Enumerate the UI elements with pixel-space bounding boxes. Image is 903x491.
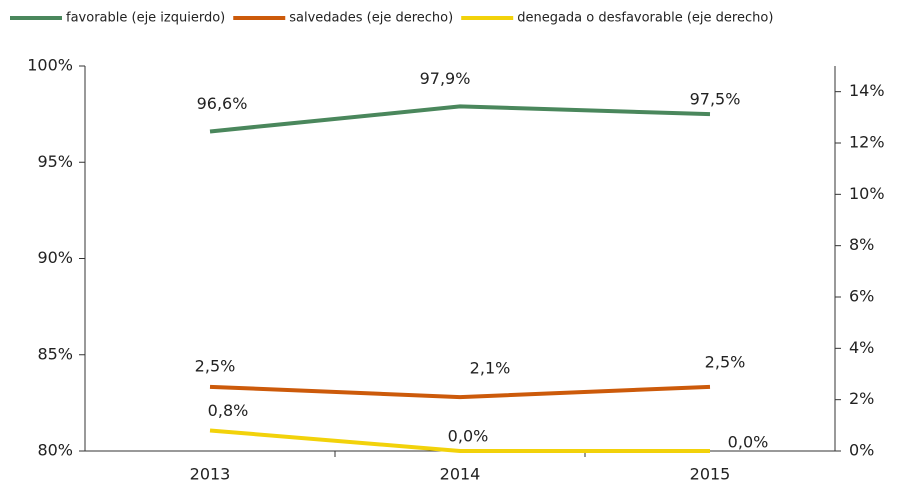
series-line <box>209 428 710 453</box>
y2-tick-label: 8% <box>849 235 874 254</box>
y2-tick-label: 2% <box>849 389 874 408</box>
y-tick-label: 80% <box>37 441 73 460</box>
data-label: 0,8% <box>208 401 249 420</box>
x-tick-label: 2014 <box>440 465 481 484</box>
legend-label: denegada o desfavorable (eje derecho) <box>517 11 773 26</box>
data-label: 97,9% <box>420 69 471 88</box>
y2-tick-label: 12% <box>849 133 885 152</box>
y2-tick-label: 10% <box>849 184 885 203</box>
legend-label: salvedades (eje derecho) <box>289 11 453 26</box>
legend-label: favorable (eje izquierdo) <box>66 11 225 26</box>
y-tick-label: 85% <box>37 344 73 363</box>
series-line <box>209 384 711 400</box>
data-label: 97,5% <box>690 90 741 109</box>
data-label: 2,5% <box>705 352 746 371</box>
y2-tick-label: 6% <box>849 287 874 306</box>
data-label: 0,0% <box>728 433 769 452</box>
y-tick-label: 100% <box>27 56 73 75</box>
data-label: 0,0% <box>448 427 489 446</box>
y2-tick-label: 4% <box>849 338 874 357</box>
y2-tick-label: 0% <box>849 441 874 460</box>
series-line <box>209 104 711 134</box>
y-tick-label: 90% <box>37 248 73 267</box>
x-tick-label: 2015 <box>690 465 731 484</box>
y-tick-label: 95% <box>37 152 73 171</box>
data-label: 2,1% <box>470 359 511 378</box>
data-label: 96,6% <box>197 94 248 113</box>
y2-tick-label: 14% <box>849 81 885 100</box>
data-label: 2,5% <box>195 356 236 375</box>
x-tick-label: 2013 <box>190 465 231 484</box>
